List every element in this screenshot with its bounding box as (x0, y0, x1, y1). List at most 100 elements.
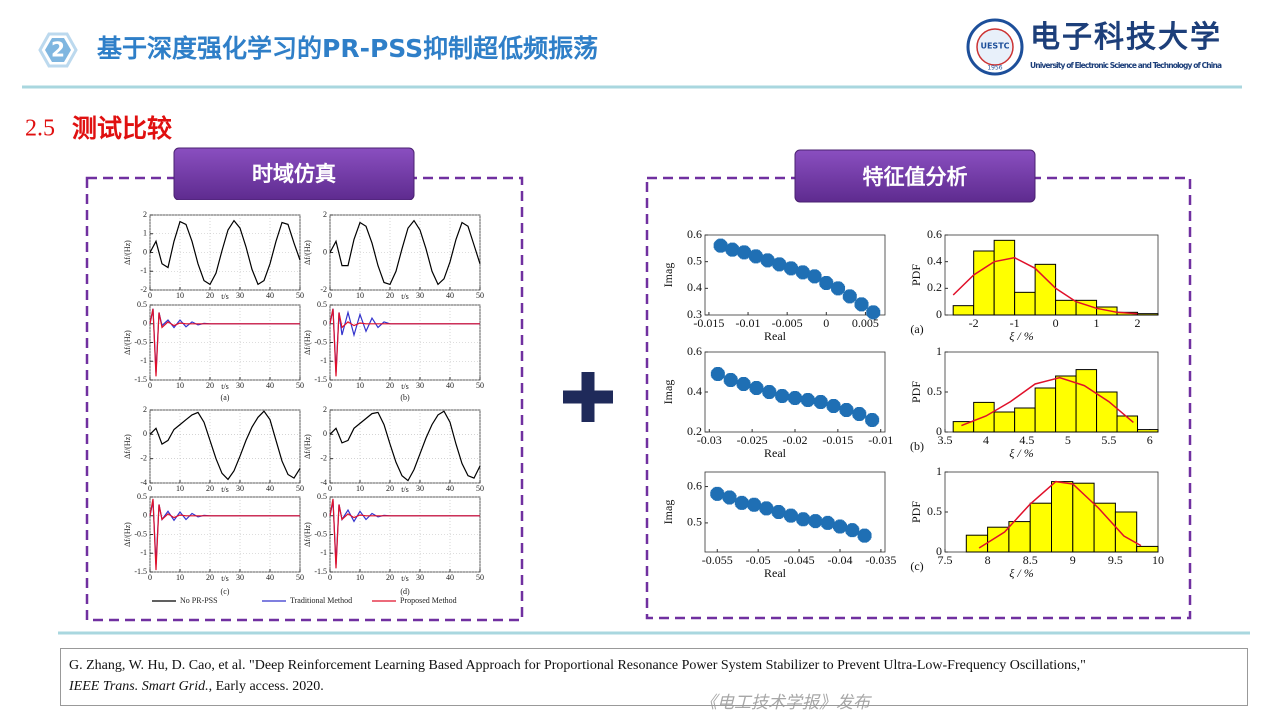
series-line (329, 219, 481, 286)
x-axis-label: t/s (221, 382, 229, 391)
x-tick-label: 30 (416, 291, 424, 300)
eigenvalue-point (819, 276, 834, 290)
x-tick-label: 20 (206, 381, 214, 390)
eigenvalue-point (842, 289, 857, 304)
y-tick-label: 0.6 (687, 478, 702, 492)
eigenvalue-point (845, 523, 860, 538)
x-tick-label: 20 (206, 484, 214, 493)
eigenvalue-point (771, 505, 786, 519)
y-tick-label: 2 (323, 210, 327, 219)
y-tick-label: 2 (143, 405, 147, 414)
y-tick-label: -1 (140, 356, 147, 365)
x-tick-label: -0.03 (697, 433, 722, 447)
y-tick-label: 0.6 (927, 227, 942, 241)
histogram-bar (965, 534, 989, 553)
x-axis-label: ξ / % (1009, 566, 1033, 580)
histogram-bar (1051, 481, 1074, 553)
eigenvalue-point (736, 377, 751, 391)
eigenvalue-point (760, 253, 775, 268)
right-panel-title: 特征值分析 (863, 165, 968, 189)
x-tick-label: 40 (446, 381, 454, 390)
y-tick-label: 0 (323, 511, 327, 520)
eigenvalue-point (725, 242, 740, 257)
histogram-bar (1137, 313, 1159, 316)
x-tick-label: 0 (328, 573, 332, 582)
histogram-bar (1029, 502, 1052, 553)
x-tick-label: 5 (1065, 433, 1071, 447)
x-axis-label: Real (764, 566, 787, 580)
y-tick-label: 0.5 (687, 253, 702, 267)
x-tick-label: 20 (386, 291, 394, 300)
y-tick-label: -2 (320, 285, 327, 294)
x-tick-label: 40 (266, 573, 274, 582)
histogram-bar (1136, 545, 1159, 553)
x-tick-label: 30 (416, 573, 424, 582)
x-tick-label: 0 (823, 316, 829, 330)
eigenvalue-point (737, 245, 752, 260)
number-badge (45, 38, 71, 62)
figure-caption: (b) (400, 393, 410, 402)
x-tick-label: -0.045 (784, 553, 815, 567)
y-tick-label: 0 (323, 247, 327, 256)
x-tick-label: 30 (416, 484, 424, 493)
x-tick-label: 50 (296, 381, 304, 390)
x-tick-label: 50 (476, 484, 484, 493)
eigenvalue-point (713, 238, 728, 253)
x-tick-label: 50 (296, 573, 304, 582)
reference-text: G. Zhang, W. Hu, D. Cao, et al. "Deep Re… (69, 658, 1086, 673)
y-axis-label: PDF (909, 501, 923, 523)
right-panel (645, 176, 1192, 620)
y-tick-label: 1 (936, 344, 942, 358)
x-tick-label: -0.01 (736, 316, 761, 330)
x-tick-label: 0 (148, 381, 152, 390)
x-tick-label: 20 (206, 291, 214, 300)
x-tick-label: 0 (148, 484, 152, 493)
logo-year: 1956 (987, 65, 1002, 72)
x-tick-label: 10 (356, 573, 364, 582)
x-tick-label: 20 (386, 381, 394, 390)
x-tick-label: 20 (206, 573, 214, 582)
y-tick-label: 0.5 (927, 384, 942, 398)
reference-box: G. Zhang, W. Hu, D. Cao, et al. "Deep Re… (60, 648, 1248, 706)
y-axis-label: Δf/(Hz) (303, 522, 312, 547)
plus-sign (563, 372, 613, 422)
fit-curve (952, 256, 1138, 315)
x-tick-label: 40 (446, 291, 454, 300)
eigenvalue-point (857, 528, 872, 543)
x-tick-label: 9 (1070, 553, 1076, 567)
y-tick-label: 0.5 (137, 300, 147, 309)
logo-name: 电子科技大学 (1030, 20, 1220, 54)
y-tick-label: -4 (140, 478, 147, 487)
y-tick-label: 1 (936, 464, 942, 478)
y-tick-label: 1 (143, 229, 147, 238)
histogram-bar (1055, 299, 1077, 316)
x-tick-label: -0.035 (865, 553, 896, 567)
y-axis-label: Δf/(Hz) (123, 330, 132, 355)
eigenvalue-point (795, 265, 810, 280)
figure-caption: (c) (910, 559, 923, 573)
eigenvalue-point (772, 257, 787, 272)
x-tick-label: 40 (266, 381, 274, 390)
eigenvalue-point (831, 281, 846, 296)
x-tick-label: 40 (266, 291, 274, 300)
x-tick-label: -0.025 (737, 433, 768, 447)
histogram-bar (993, 411, 1016, 433)
histogram-bar (993, 239, 1016, 316)
eigenvalue-point (800, 393, 815, 407)
y-tick-label: -1 (140, 548, 147, 557)
x-tick-label: 40 (446, 484, 454, 493)
x-tick-label: 50 (476, 381, 484, 390)
y-axis-label: Imag (661, 380, 675, 405)
logo-english: University of Electronic Science and Tec… (1030, 61, 1222, 70)
x-tick-label: 50 (476, 573, 484, 582)
x-tick-label: -0.015 (693, 316, 724, 330)
x-axis-label: t/s (221, 292, 229, 301)
y-tick-label: -0.5 (314, 337, 327, 346)
y-tick-label: -0.5 (314, 529, 327, 538)
x-axis-label: ξ / % (1009, 329, 1033, 343)
x-tick-label: 10 (356, 484, 364, 493)
y-tick-label: -4 (320, 478, 327, 487)
histogram-bar (1034, 387, 1057, 433)
